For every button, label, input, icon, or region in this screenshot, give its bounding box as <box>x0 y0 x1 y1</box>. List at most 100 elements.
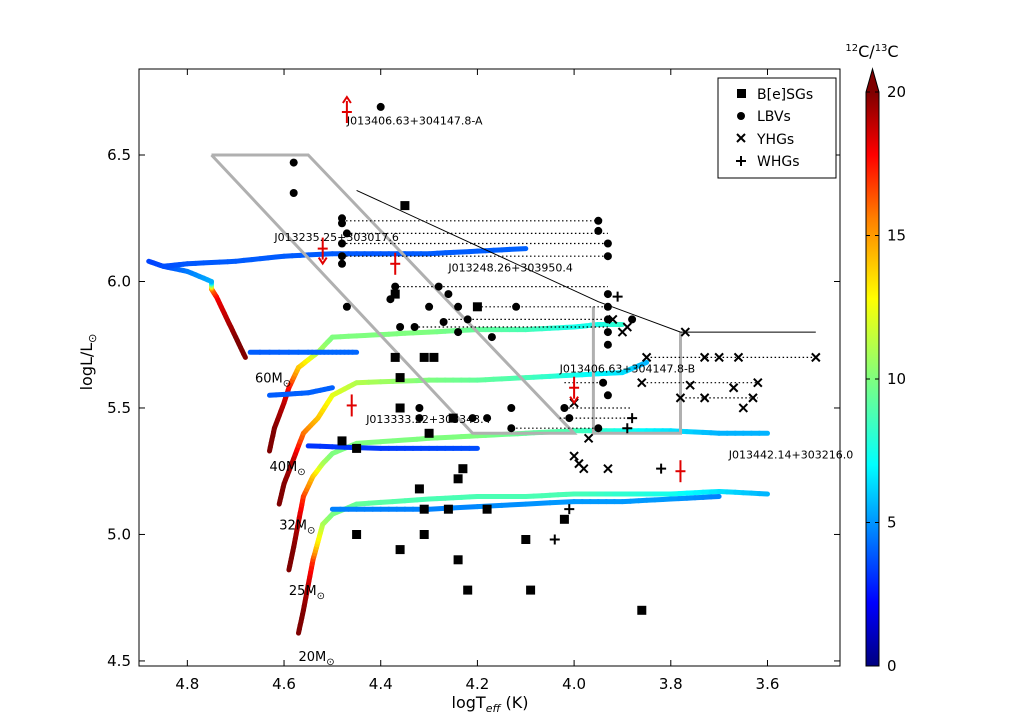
legend: B[e]SGs LBVs YHGs WHGs <box>717 77 837 179</box>
point-yhg <box>622 322 632 332</box>
colorbar-tick-label: 20 <box>887 83 906 101</box>
point-lbv <box>342 302 351 311</box>
point-lbv <box>507 424 516 433</box>
legend-label-yhgs: YHGs <box>756 132 794 148</box>
x-axis-label-sub: eff <box>486 702 502 715</box>
colorbar-label: 12C/13C <box>845 42 898 61</box>
limit-arrowhead <box>317 257 328 266</box>
source-label: J013442.14+303216.0 <box>728 449 853 462</box>
colorbar-extend-arrow <box>866 69 879 92</box>
point-besg <box>472 302 482 312</box>
limit-marker <box>569 376 580 405</box>
gray-region-1 <box>210 153 578 435</box>
point-besg <box>463 585 473 595</box>
y-axis-label: logL/L⊙ <box>77 334 99 391</box>
point-lbv <box>603 290 612 299</box>
point-lbv <box>594 226 603 235</box>
point-lbv <box>599 378 608 387</box>
point-lbv <box>396 323 405 331</box>
point-besg <box>352 530 362 539</box>
point-yhg <box>641 352 652 363</box>
point-yhg <box>583 433 594 444</box>
mass-label: 20M⊙ <box>299 650 335 668</box>
track-guide-line <box>298 491 768 634</box>
point-lbv <box>594 424 603 433</box>
point-lbv <box>603 302 612 311</box>
data-points <box>289 95 821 615</box>
point-besg <box>637 605 647 615</box>
limit-marker <box>341 95 352 124</box>
colorbar-tick-label: 10 <box>887 370 906 388</box>
colorbar: 0 5 10 15 20 12C/13C <box>845 42 906 675</box>
point-lbv <box>338 219 346 228</box>
point-whg <box>627 413 638 424</box>
point-lbv <box>454 328 463 337</box>
point-lbv <box>603 328 612 337</box>
reference-lines <box>210 153 816 435</box>
track-segment <box>640 359 650 367</box>
annotations: J013406.63+304147.8-A J013235.25+303017.6… <box>255 115 853 668</box>
legend-label-beSGs: B[e]SGs <box>757 87 813 103</box>
point-yhg <box>748 393 758 403</box>
track-32b <box>267 385 335 398</box>
x-tick-label: 4.0 <box>562 675 586 693</box>
point-yhg <box>714 352 724 363</box>
point-besg <box>419 352 429 362</box>
legend-x-marker <box>736 133 746 143</box>
x-tick-label: 4.4 <box>369 675 393 693</box>
track-60 <box>146 258 248 360</box>
point-lbv <box>289 189 298 197</box>
point-lbv <box>603 239 612 248</box>
y-tick-label: 5.0 <box>107 525 131 543</box>
track-segment <box>325 385 335 392</box>
point-besg <box>526 585 536 595</box>
limit-marker <box>317 237 328 266</box>
solar-subscript: ⊙ <box>307 525 315 536</box>
point-besg <box>521 535 531 544</box>
source-label: J013235.25+303017.6 <box>273 231 398 244</box>
x-tick-label: 3.6 <box>756 675 780 693</box>
point-whg <box>622 423 633 434</box>
x-axis-label: logTeff (K) <box>452 693 529 715</box>
point-lbv <box>603 391 612 400</box>
point-besg <box>414 484 424 494</box>
limit-arrowhead <box>342 95 352 104</box>
point-lbv <box>338 252 346 261</box>
point-besg <box>453 555 463 565</box>
x-tick-label: 4.8 <box>175 675 199 693</box>
legend-label-lbvs: LBVs <box>757 109 791 125</box>
point-besg <box>400 201 410 211</box>
point-lbv <box>391 282 400 291</box>
track-segment <box>523 500 553 507</box>
point-besg <box>352 443 362 453</box>
point-lbv <box>565 414 574 423</box>
point-lbv <box>425 302 434 311</box>
point-yhg <box>680 327 691 337</box>
point-yhg <box>579 463 589 474</box>
source-label: J013333.22+303343.4 <box>365 413 490 426</box>
point-yhg <box>685 380 695 390</box>
point-lbv <box>603 340 612 349</box>
colorbar-tick-label: 5 <box>887 514 897 532</box>
point-besg <box>337 436 347 446</box>
gray-region-2 <box>591 306 682 435</box>
limit-marker <box>390 252 401 275</box>
track-guide-line <box>278 362 647 505</box>
point-yhg <box>699 393 710 403</box>
solar-subscript: ⊙ <box>317 591 325 602</box>
point-besg <box>429 352 439 362</box>
point-besg <box>443 504 453 514</box>
point-yhg <box>728 383 739 393</box>
track-32 <box>276 359 650 507</box>
point-lbv <box>386 295 395 304</box>
point-lbv <box>463 315 472 324</box>
source-label: J013406.63+304147.8-A <box>346 115 483 128</box>
point-besg <box>453 474 463 484</box>
point-besg <box>419 530 429 539</box>
y-tick-label: 6.5 <box>107 146 131 164</box>
point-lbv <box>468 414 477 423</box>
point-lbv <box>594 216 603 225</box>
track-60b <box>160 246 529 269</box>
point-lbv <box>415 414 424 423</box>
point-besg <box>390 289 400 299</box>
